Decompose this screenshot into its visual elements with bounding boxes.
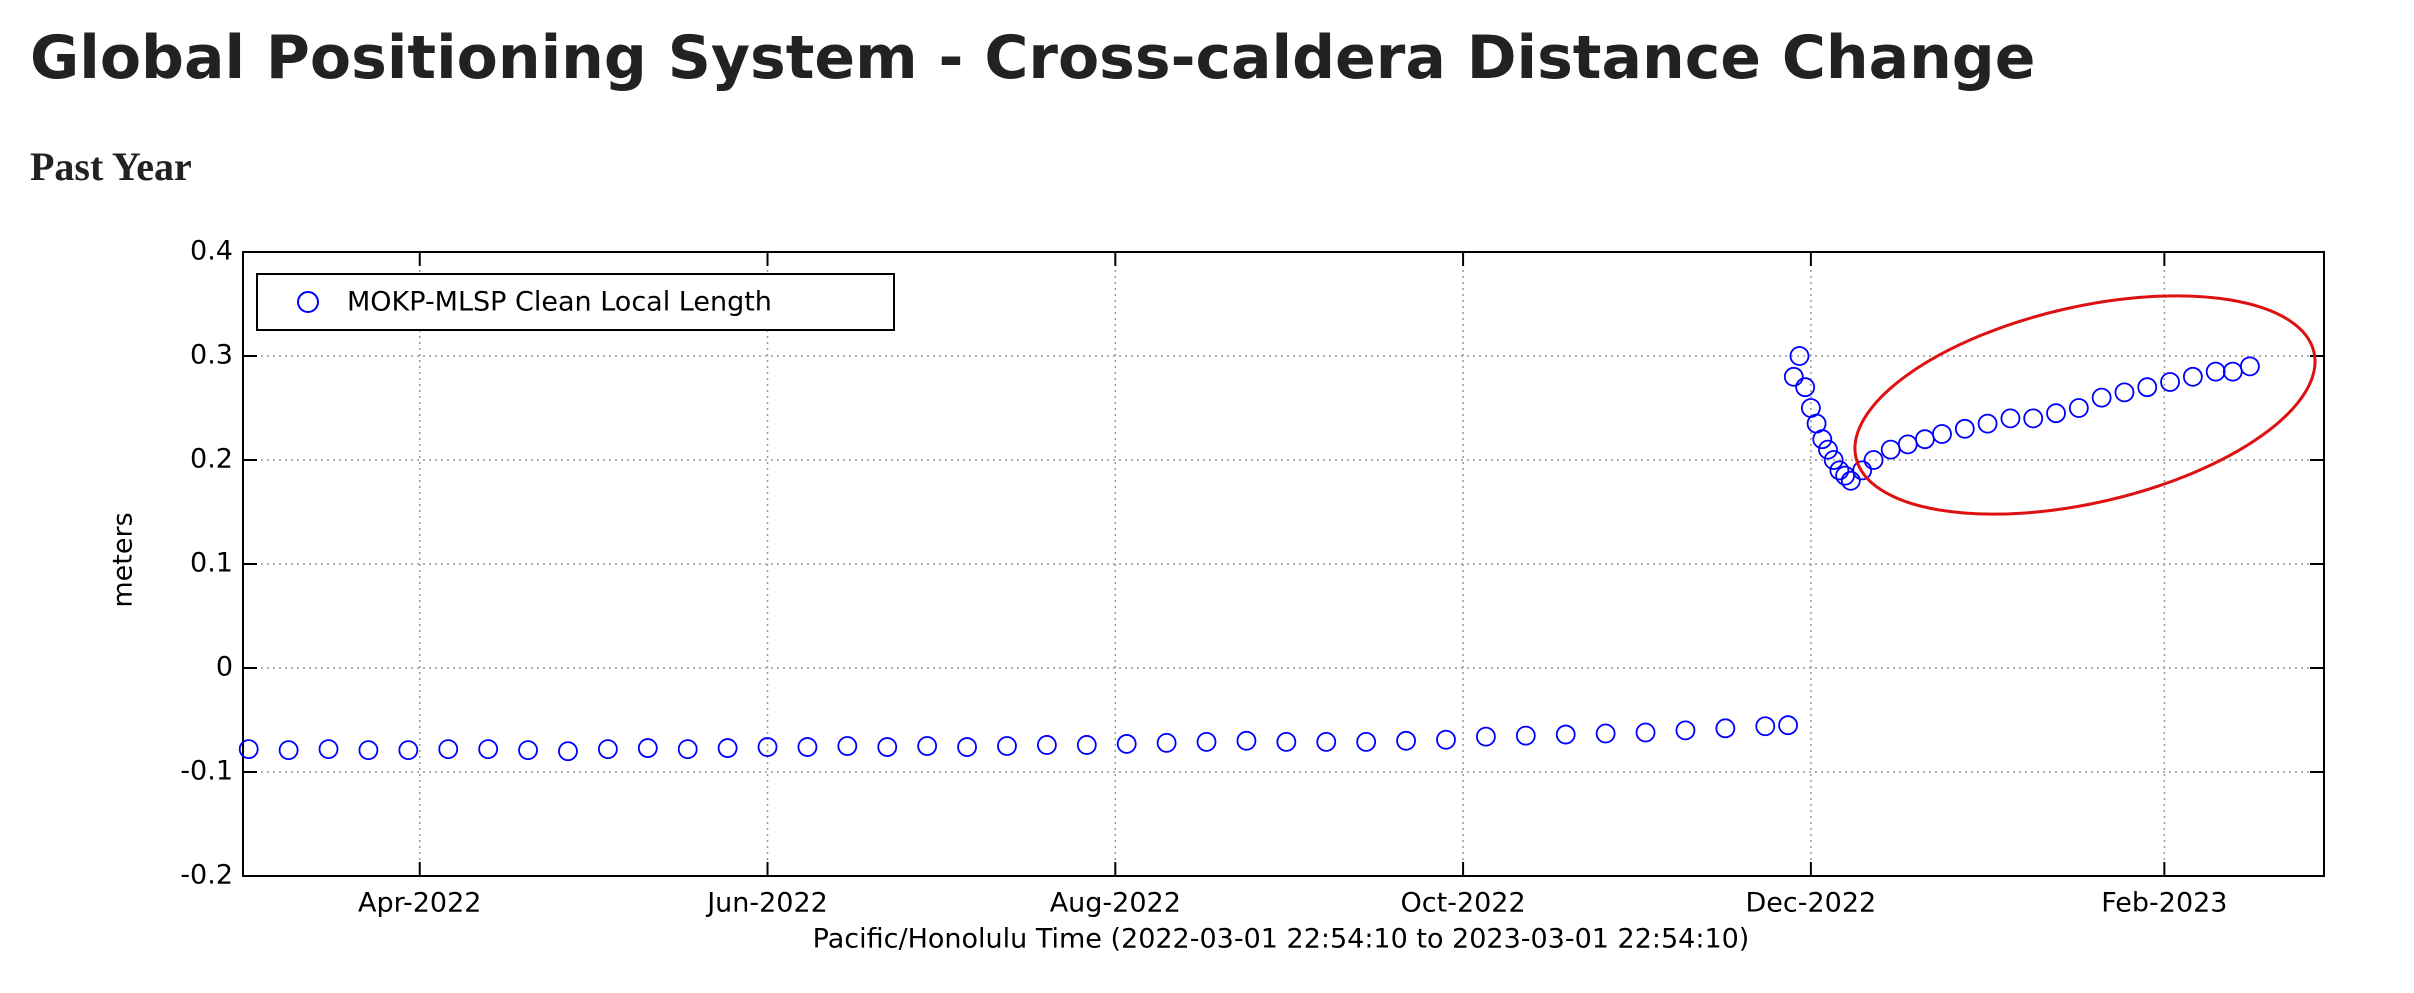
data-point [677, 739, 698, 760]
data-point [1783, 366, 1804, 387]
data-point [1954, 418, 1975, 439]
data-point [518, 740, 538, 761]
data-point [1116, 734, 1137, 754]
data-point [1316, 731, 1337, 752]
x-tick-label: Apr-2022 [358, 888, 481, 919]
x-tick-label: Feb-2023 [2101, 888, 2227, 919]
x-tick-label: Oct-2022 [1401, 888, 1526, 919]
data-point [797, 737, 818, 757]
data-point [558, 741, 578, 762]
data-point [398, 740, 419, 761]
legend-label: MOKP-MLSP Clean Local Length [347, 287, 772, 318]
data-point [2205, 361, 2226, 382]
data-point [917, 736, 938, 756]
data-point [1823, 450, 1844, 470]
data-point [1812, 429, 1833, 450]
data-point [2239, 356, 2260, 377]
data-point [1076, 735, 1097, 755]
y-tick-label: 0.1 [190, 548, 233, 579]
data-point [1835, 465, 1855, 486]
data-point [1555, 724, 1576, 745]
x-tick-label: Jun-2022 [705, 888, 828, 919]
data-point [957, 737, 977, 757]
y-tick-label: 0.2 [190, 444, 233, 475]
data-point [1795, 377, 1816, 398]
data-point [1276, 731, 1297, 752]
data-point [1863, 450, 1884, 470]
y-tick-label: 0 [216, 652, 233, 683]
plot-frame [242, 251, 2325, 877]
data-point [1897, 434, 1918, 455]
data-point [1396, 730, 1416, 751]
y-tick-label: 0.4 [190, 236, 233, 267]
x-axis-label: Pacific/Honolulu Time (2022-03-01 22:54:… [813, 924, 1750, 955]
data-point [1915, 429, 1935, 450]
data-point [2091, 387, 2112, 408]
data-point [1635, 722, 1656, 743]
data-point [997, 736, 1017, 756]
data-point [1829, 460, 1850, 481]
data-point [757, 737, 778, 757]
data-point [1595, 723, 1616, 744]
annotation-ellipse [1853, 294, 2317, 516]
data-point [2000, 408, 2021, 429]
data-point [238, 739, 259, 760]
data-point [278, 740, 299, 761]
legend-box [256, 273, 895, 331]
data-point [478, 739, 499, 760]
data-point [1715, 718, 1736, 739]
data-point [1789, 346, 1810, 366]
page-title: Global Positioning System - Cross-calder… [30, 23, 2035, 93]
data-point [637, 738, 658, 758]
y-tick-label: -0.2 [180, 860, 233, 891]
y-axis-label: meters [108, 512, 139, 607]
data-point [1156, 732, 1177, 753]
data-point [318, 739, 339, 760]
y-tick-label: -0.1 [180, 756, 233, 787]
data-point [1475, 726, 1496, 747]
data-point [1932, 424, 1952, 444]
data-point [2114, 382, 2135, 403]
data-point [358, 740, 379, 761]
data-point [1840, 470, 1861, 491]
data-point [2222, 361, 2243, 382]
data-point [1356, 731, 1377, 752]
data-point [2023, 408, 2044, 429]
data-point [717, 738, 738, 758]
data-point [1515, 725, 1536, 746]
x-tick-label: Aug-2022 [1050, 888, 1181, 919]
y-tick-label: 0.3 [190, 340, 233, 371]
data-point [2046, 403, 2066, 424]
data-point [877, 737, 898, 757]
data-point [1036, 735, 1057, 755]
data-point [1880, 439, 1901, 460]
data-point [1196, 731, 1217, 752]
data-point [1818, 439, 1838, 460]
data-point [1778, 715, 1798, 736]
data-point [2068, 398, 2089, 418]
data-point [597, 739, 618, 760]
data-point [1436, 729, 1456, 750]
data-point [1236, 730, 1257, 751]
data-point [1675, 720, 1696, 741]
data-point [2182, 366, 2203, 387]
legend-marker [297, 291, 319, 313]
data-point [1977, 413, 1998, 434]
data-point [438, 739, 459, 760]
data-point [2160, 372, 2180, 392]
x-tick-label: Dec-2022 [1746, 888, 1877, 919]
data-point [1852, 460, 1873, 481]
page-subtitle: Past Year [30, 144, 192, 189]
data-point [1755, 716, 1776, 737]
data-point [2137, 377, 2158, 398]
data-point [837, 736, 858, 756]
